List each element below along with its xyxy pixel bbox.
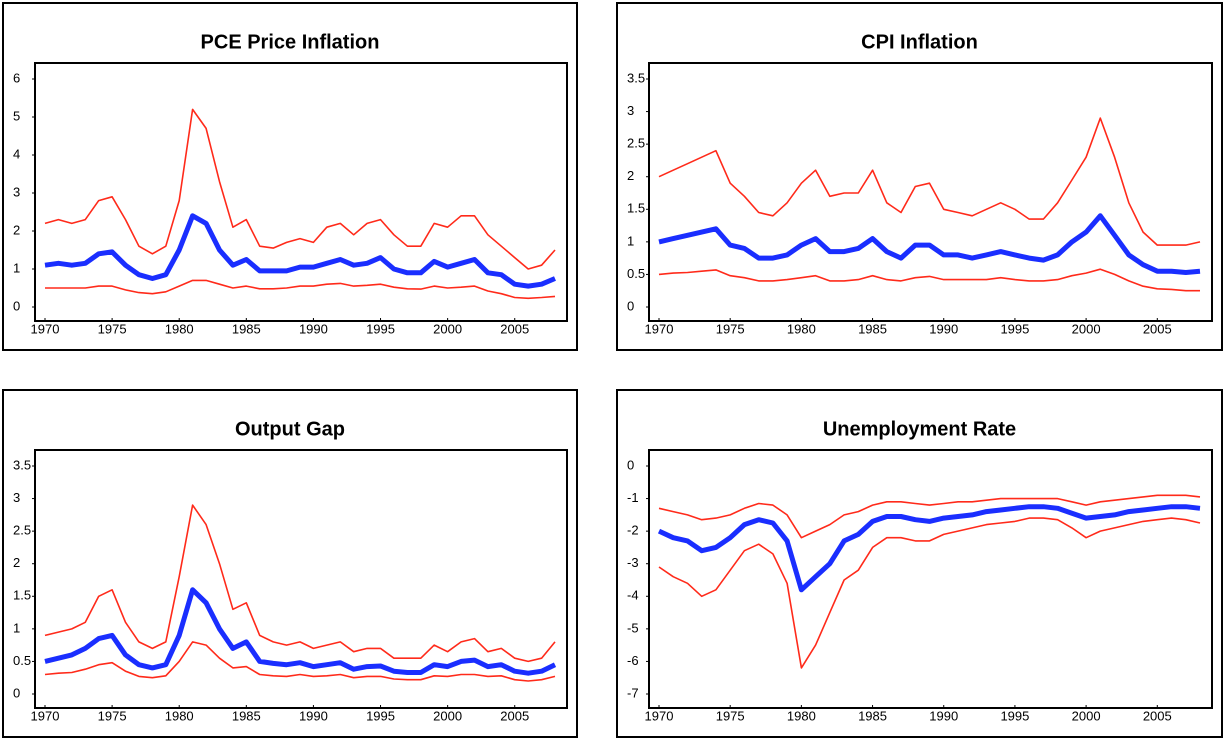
y-tick-label: -7	[627, 685, 639, 700]
y-tick-label: 4	[13, 146, 20, 161]
x-tick-label: 1995	[1000, 708, 1029, 723]
y-tick-label: 0	[13, 298, 20, 313]
x-tick-label: 1975	[716, 708, 745, 723]
y-tick-label: 2	[13, 555, 20, 570]
y-tick-label: -6	[627, 653, 639, 668]
y-tick-label: 3	[627, 103, 634, 118]
x-tick-label: 1970	[645, 321, 674, 336]
y-tick-label: 3.5	[627, 70, 645, 85]
panel-frame	[616, 389, 1223, 738]
chart-panel: Unemployment Rate -7 -6 -5 -4 -3 -2 -1 0 1970 1975…	[616, 389, 1223, 738]
x-tick-label: 1990	[929, 321, 958, 336]
y-tick-label: 3.5	[13, 457, 31, 472]
panel-frame	[2, 2, 578, 351]
series-line	[658, 494, 1201, 539]
x-tick-label: 1985	[858, 321, 887, 336]
x-tick-label: 1995	[366, 321, 395, 336]
panel-frame	[616, 2, 1223, 351]
panel-frame	[2, 389, 578, 738]
x-tick-label: 1975	[98, 321, 127, 336]
series-line	[658, 517, 1201, 669]
x-tick-label: 1970	[31, 708, 60, 723]
chart-title: PCE Price Inflation	[201, 31, 380, 53]
series-line	[44, 504, 556, 663]
x-tick-label: 1975	[716, 321, 745, 336]
series-line	[658, 117, 1201, 246]
x-tick-label: 2005	[500, 321, 529, 336]
y-tick-label: 0.5	[627, 266, 645, 281]
plot-frame	[34, 449, 568, 709]
y-tick-label: 0	[627, 457, 634, 472]
series-line	[44, 213, 556, 289]
x-tick-label: 1970	[31, 321, 60, 336]
y-tick-label: 1	[13, 620, 20, 635]
chart-panel: Output Gap 0 0.5 1 1.5 2 2.5 3 3.5 1970 1975 1980 19…	[2, 389, 578, 738]
x-tick-label: 1995	[366, 708, 395, 723]
y-tick-label: 0	[627, 298, 634, 313]
x-tick-label: 2005	[500, 708, 529, 723]
y-tick-label: 2.5	[13, 523, 31, 538]
x-tick-label: 1980	[165, 321, 194, 336]
series-line	[44, 108, 556, 270]
x-tick-label: 1990	[299, 708, 328, 723]
chart-panel: PCE Price Inflation 0 1 2 3 4 5 6 1970 1975 1980 19…	[2, 2, 578, 351]
y-tick-label: -2	[627, 523, 639, 538]
x-tick-label: 1980	[787, 708, 816, 723]
y-tick-label: -1	[627, 490, 639, 505]
x-tick-label: 1980	[165, 708, 194, 723]
series-line	[44, 641, 556, 682]
x-tick-label: 1975	[98, 708, 127, 723]
x-tick-label: 1990	[929, 708, 958, 723]
y-tick-label: 2	[627, 168, 634, 183]
chart-panel: CPI Inflation 0 0.5 1 1.5 2 2.5 3 3.5 1970 1975 198…	[616, 2, 1223, 351]
x-tick-label: 1995	[1000, 321, 1029, 336]
y-tick-label: 1	[627, 233, 634, 248]
x-tick-label: 1985	[858, 708, 887, 723]
x-tick-label: 2005	[1143, 708, 1172, 723]
y-tick-label: 1.5	[627, 201, 645, 216]
y-tick-label: -4	[627, 588, 639, 603]
y-tick-label: 1	[13, 260, 20, 275]
plot-frame	[34, 62, 568, 322]
y-tick-label: 3	[13, 184, 20, 199]
y-tick-label: -5	[627, 620, 639, 635]
y-tick-label: 3	[13, 490, 20, 505]
x-tick-label: 1985	[232, 321, 261, 336]
chart-title: CPI Inflation	[861, 31, 978, 53]
x-tick-label: 1990	[299, 321, 328, 336]
series-line	[658, 268, 1200, 292]
y-tick-label: 5	[13, 108, 20, 123]
chart-title: Output Gap	[235, 418, 345, 440]
y-tick-label: 1.5	[13, 588, 31, 603]
y-tick-label: 6	[13, 70, 20, 85]
y-tick-label: -3	[627, 555, 639, 570]
y-tick-label: 0.5	[13, 653, 31, 668]
x-tick-label: 2000	[433, 708, 462, 723]
x-tick-label: 2000	[1072, 708, 1101, 723]
x-tick-label: 1985	[232, 708, 261, 723]
series-line	[45, 279, 556, 300]
x-tick-label: 2000	[433, 321, 462, 336]
x-tick-label: 2000	[1072, 321, 1101, 336]
series-line	[657, 504, 1201, 593]
series-line	[44, 587, 557, 676]
y-tick-label: 0	[13, 685, 20, 700]
y-tick-label: 2.5	[627, 136, 645, 151]
series-line	[658, 213, 1201, 275]
chart-title: Unemployment Rate	[823, 418, 1016, 440]
x-tick-label: 1970	[645, 708, 674, 723]
x-tick-label: 1980	[787, 321, 816, 336]
y-tick-label: 2	[13, 222, 20, 237]
plot-frame	[648, 449, 1213, 709]
x-tick-label: 2005	[1143, 321, 1172, 336]
plot-frame	[648, 62, 1213, 322]
